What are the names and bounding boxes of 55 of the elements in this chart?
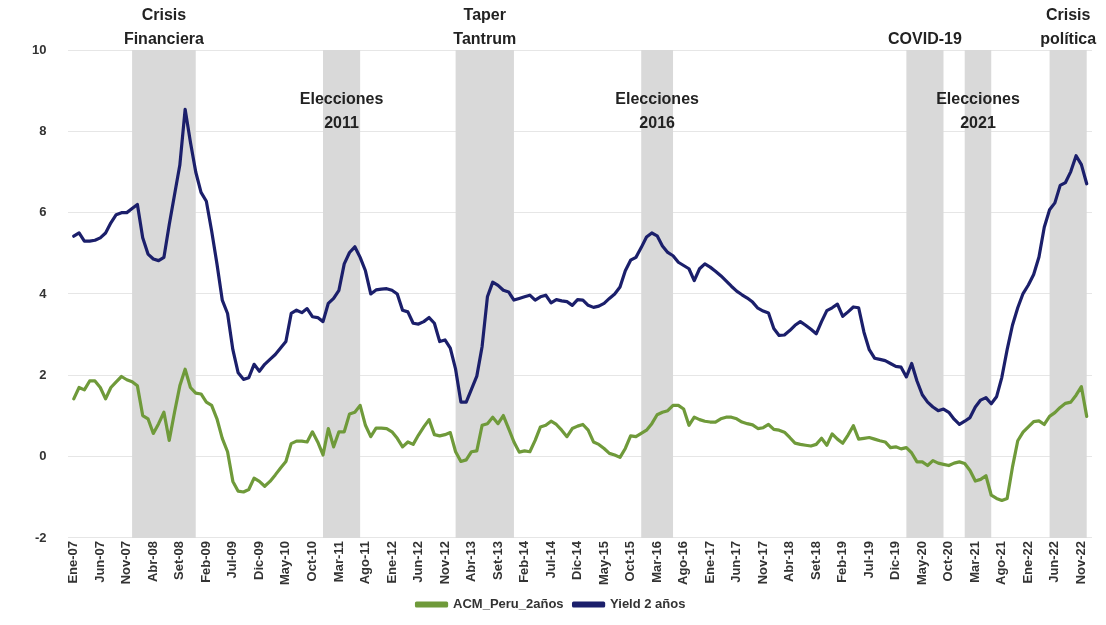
x-tick-label: Oct-15 bbox=[622, 540, 638, 582]
x-tick-label: Mar-11 bbox=[330, 540, 346, 583]
x-tick-label: Ene-22 bbox=[1019, 540, 1035, 584]
x-tick-label: Feb-09 bbox=[197, 540, 213, 583]
x-tick-label: Dic-14 bbox=[569, 540, 585, 580]
x-tick-label: Ago-16 bbox=[675, 540, 691, 585]
y-tick-label: 6 bbox=[39, 204, 47, 220]
legend-label: ACM_Peru_2años bbox=[453, 596, 564, 612]
y-tick-label: 4 bbox=[39, 285, 48, 301]
band-label: Crisis Financiera bbox=[123, 6, 205, 48]
y-tick-label: -2 bbox=[34, 529, 47, 545]
band-label: Elecciones 2021 bbox=[936, 90, 1020, 132]
legend-label: Yield 2 años bbox=[610, 596, 686, 612]
x-tick-label: May-15 bbox=[595, 540, 611, 585]
x-tick-label: Jul-19 bbox=[860, 540, 876, 579]
x-tick-label: Mar-16 bbox=[648, 540, 664, 583]
band-label: Elecciones 2011 bbox=[299, 90, 384, 132]
x-tick-label: Feb-19 bbox=[834, 540, 850, 583]
x-tick-label: Dic-19 bbox=[887, 540, 903, 580]
x-tick-label: Ago-21 bbox=[993, 540, 1009, 585]
x-tick-label: Jun-22 bbox=[1046, 540, 1062, 583]
x-tick-label: Abr-18 bbox=[781, 540, 797, 583]
x-tick-label: Jul-09 bbox=[224, 540, 240, 579]
y-tick-label: 0 bbox=[39, 448, 47, 464]
x-tick-label: Nov-07 bbox=[118, 540, 134, 585]
x-tick-label: Jun-12 bbox=[410, 540, 426, 583]
x-tick-label: Ago-11 bbox=[357, 540, 373, 585]
x-tick-label: May-10 bbox=[277, 540, 293, 585]
x-tick-label: Oct-10 bbox=[303, 540, 319, 582]
x-tick-label: Jun-17 bbox=[728, 540, 744, 583]
x-tick-label: Oct-20 bbox=[940, 540, 956, 582]
x-tick-label: Ene-12 bbox=[383, 540, 399, 584]
x-tick-label: Abr-13 bbox=[463, 540, 479, 583]
x-tick-label: Mar-21 bbox=[966, 540, 982, 583]
x-tick-label: Jun-07 bbox=[91, 540, 107, 583]
x-tick-label: Dic-09 bbox=[250, 540, 266, 580]
band-label: Taper Tantrum bbox=[453, 6, 517, 48]
x-tick-label: Feb-14 bbox=[516, 540, 532, 583]
x-tick-label: Nov-17 bbox=[754, 540, 770, 585]
x-tick-label: Nov-12 bbox=[436, 540, 452, 585]
x-tick-label: Ene-17 bbox=[701, 540, 717, 584]
x-tick-label: Set-08 bbox=[171, 540, 187, 580]
y-tick-label: 2 bbox=[39, 366, 47, 382]
x-tick-label: Jul-14 bbox=[542, 540, 558, 579]
x-tick-label: Abr-08 bbox=[144, 540, 160, 583]
x-tick-label: Nov-22 bbox=[1072, 540, 1088, 585]
x-tick-label: Set-18 bbox=[807, 540, 823, 580]
x-tick-label: Set-13 bbox=[489, 540, 505, 580]
x-tick-label: Ene-07 bbox=[65, 540, 81, 584]
y-tick-label: 10 bbox=[31, 41, 47, 57]
x-tick-label: May-20 bbox=[913, 540, 929, 585]
band-label: Elecciones 2016 bbox=[615, 90, 700, 132]
band-label: Crisis política bbox=[1040, 6, 1097, 48]
band-label: COVID-19 bbox=[888, 30, 962, 48]
y-tick-label: 8 bbox=[39, 122, 47, 138]
